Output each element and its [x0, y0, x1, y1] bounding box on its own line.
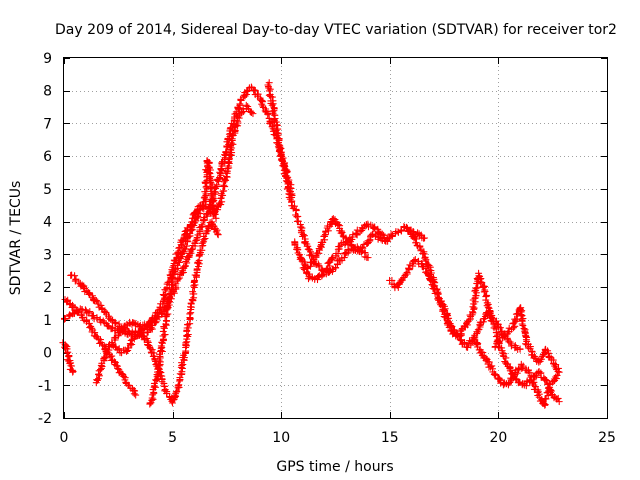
x-tick-label: 10	[272, 430, 290, 446]
x-tick-label: 25	[598, 430, 616, 446]
y-tick-label: 7	[43, 116, 52, 132]
chart-title: Day 209 of 2014, Sidereal Day-to-day VTE…	[55, 22, 617, 38]
series-arc2	[61, 295, 140, 399]
y-tick-label: 1	[43, 313, 52, 329]
tick-layer: 0 5 10 15 20 25 -2 -1 0 1 2 3 4 5 6 7 8 9	[38, 51, 616, 446]
y-tick-label: 3	[43, 247, 52, 263]
y-tick-label: 5	[43, 182, 52, 198]
series-markers	[469, 334, 563, 406]
y-tick-label: 8	[43, 84, 52, 100]
x-tick-label: 5	[168, 430, 177, 446]
y-tick-label: 9	[43, 51, 52, 67]
series-arc13	[469, 334, 563, 406]
y-tick-label: 2	[43, 280, 52, 296]
y-tick-label: -2	[38, 411, 52, 427]
series-arc8	[264, 79, 372, 278]
series-markers	[59, 339, 77, 376]
series-markers	[299, 220, 392, 284]
series-markers	[491, 304, 563, 376]
y-tick-label: 0	[43, 346, 52, 362]
series-arc10	[299, 220, 392, 284]
series-arc14	[491, 304, 563, 376]
y-tick-label: -1	[38, 378, 52, 394]
y-tick-label: 6	[43, 149, 52, 165]
x-tick-label: 0	[60, 430, 69, 446]
series-layer	[59, 79, 563, 409]
y-axis-label: SDTVAR / TECUs	[8, 181, 24, 296]
series-arc6	[109, 218, 222, 407]
series-arc1	[59, 339, 77, 376]
series-markers	[146, 156, 220, 408]
series-markers	[264, 79, 372, 278]
series-arc7	[146, 156, 220, 408]
series-markers	[61, 295, 140, 399]
x-axis-label: GPS time / hours	[276, 459, 393, 475]
x-tick-label: 15	[381, 430, 399, 446]
y-tick-label: 4	[43, 215, 52, 231]
plot-frame	[63, 57, 608, 419]
x-tick-label: 20	[489, 430, 507, 446]
series-markers	[109, 218, 222, 407]
